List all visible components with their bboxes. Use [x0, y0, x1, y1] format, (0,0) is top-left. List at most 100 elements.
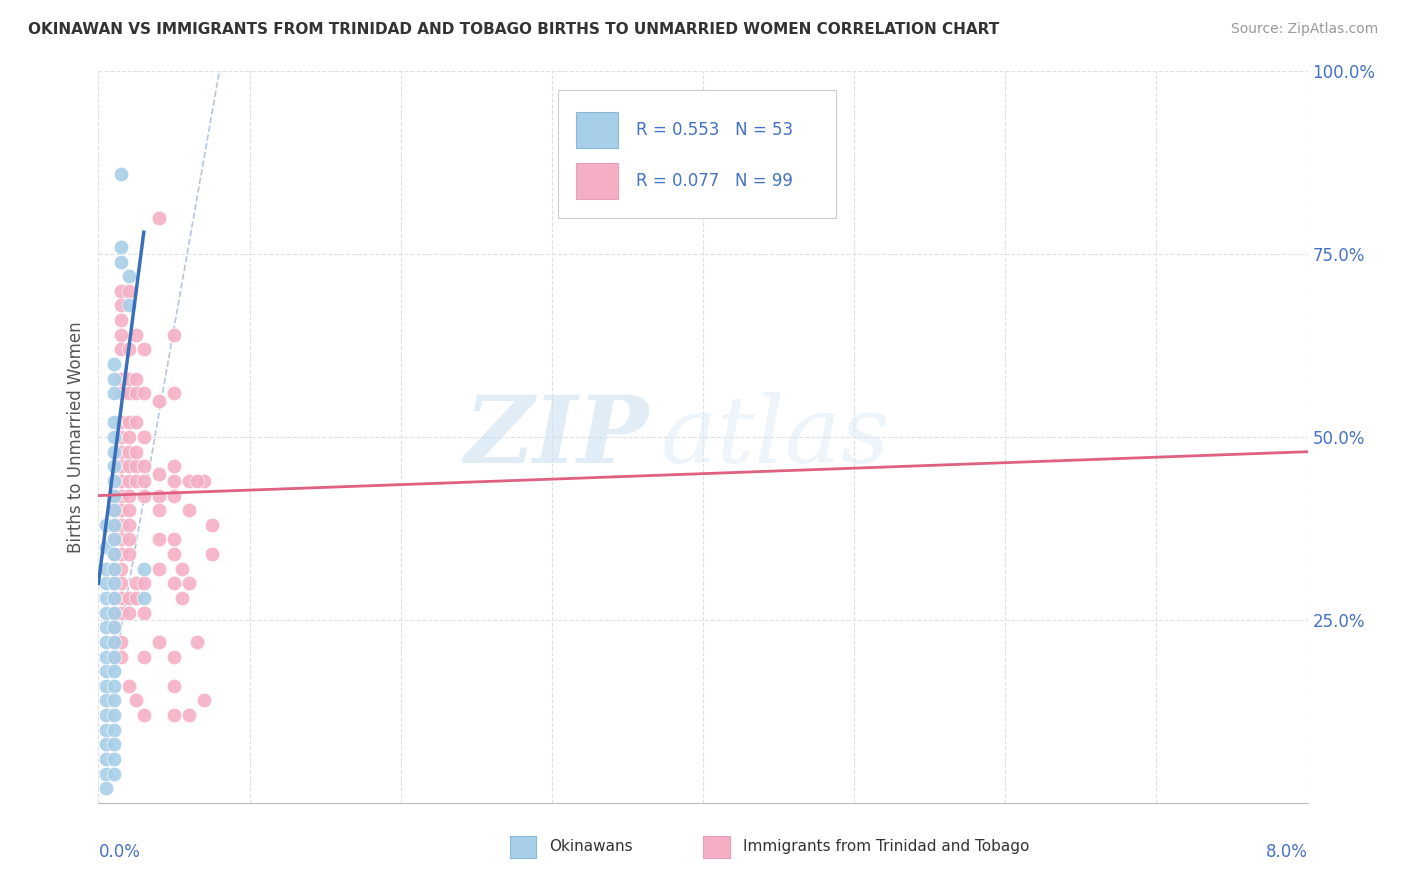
- Point: [163, 708, 186, 723]
- Point: [163, 327, 186, 342]
- Point: [103, 664, 125, 678]
- Point: [103, 517, 125, 532]
- Point: [118, 284, 141, 298]
- Point: [125, 386, 148, 401]
- Point: [103, 620, 125, 634]
- Point: [94, 576, 117, 591]
- Point: [118, 606, 141, 620]
- Point: [132, 562, 155, 576]
- Point: [132, 649, 155, 664]
- Point: [103, 430, 125, 444]
- Bar: [509, 836, 536, 858]
- Point: [118, 591, 141, 605]
- Point: [163, 533, 186, 547]
- Point: [103, 503, 125, 517]
- Point: [125, 474, 148, 488]
- Point: [118, 489, 141, 503]
- Point: [125, 416, 148, 430]
- Point: [125, 591, 148, 605]
- FancyBboxPatch shape: [558, 90, 837, 218]
- Point: [94, 693, 117, 707]
- Point: [186, 635, 208, 649]
- Point: [103, 489, 125, 503]
- Point: [110, 489, 132, 503]
- Point: [103, 416, 125, 430]
- Point: [201, 517, 224, 532]
- Point: [132, 708, 155, 723]
- Point: [110, 167, 132, 181]
- Point: [148, 562, 170, 576]
- Point: [118, 343, 141, 357]
- Point: [110, 533, 132, 547]
- Point: [103, 576, 125, 591]
- Point: [110, 635, 132, 649]
- Point: [125, 371, 148, 385]
- Point: [94, 752, 117, 766]
- Point: [163, 489, 186, 503]
- Bar: [576, 163, 619, 200]
- Point: [94, 649, 117, 664]
- Point: [103, 533, 125, 547]
- Point: [132, 489, 155, 503]
- Point: [110, 649, 132, 664]
- Point: [103, 474, 125, 488]
- Point: [94, 540, 117, 554]
- Point: [103, 576, 125, 591]
- Point: [186, 474, 208, 488]
- Point: [118, 386, 141, 401]
- Text: Source: ZipAtlas.com: Source: ZipAtlas.com: [1230, 22, 1378, 37]
- Point: [94, 620, 117, 634]
- Point: [103, 547, 125, 561]
- Point: [110, 606, 132, 620]
- Point: [132, 459, 155, 474]
- Point: [132, 606, 155, 620]
- Point: [103, 635, 125, 649]
- Point: [103, 357, 125, 371]
- Point: [125, 693, 148, 707]
- Point: [163, 547, 186, 561]
- Point: [103, 386, 125, 401]
- Point: [110, 386, 132, 401]
- Point: [94, 766, 117, 780]
- Point: [118, 679, 141, 693]
- Point: [118, 444, 141, 458]
- Bar: [576, 112, 619, 148]
- Point: [163, 459, 186, 474]
- Point: [103, 591, 125, 605]
- Point: [103, 444, 125, 458]
- Point: [110, 254, 132, 268]
- Point: [132, 386, 155, 401]
- Point: [94, 708, 117, 723]
- Point: [125, 327, 148, 342]
- Point: [103, 489, 125, 503]
- Point: [110, 371, 132, 385]
- Point: [118, 517, 141, 532]
- Point: [148, 489, 170, 503]
- Text: ZIP: ZIP: [464, 392, 648, 482]
- Point: [125, 576, 148, 591]
- Point: [103, 723, 125, 737]
- Point: [94, 635, 117, 649]
- Point: [148, 635, 170, 649]
- Point: [163, 679, 186, 693]
- Point: [103, 533, 125, 547]
- Point: [94, 517, 117, 532]
- Point: [118, 459, 141, 474]
- Point: [148, 503, 170, 517]
- Point: [193, 693, 215, 707]
- Point: [103, 766, 125, 780]
- Point: [132, 343, 155, 357]
- Point: [103, 620, 125, 634]
- Point: [103, 562, 125, 576]
- Point: [110, 444, 132, 458]
- Point: [179, 474, 201, 488]
- Point: [110, 591, 132, 605]
- Point: [103, 679, 125, 693]
- Text: 8.0%: 8.0%: [1265, 843, 1308, 861]
- Point: [103, 737, 125, 751]
- Point: [110, 298, 132, 312]
- Point: [94, 781, 117, 796]
- Point: [103, 547, 125, 561]
- Point: [103, 459, 125, 474]
- Point: [132, 591, 155, 605]
